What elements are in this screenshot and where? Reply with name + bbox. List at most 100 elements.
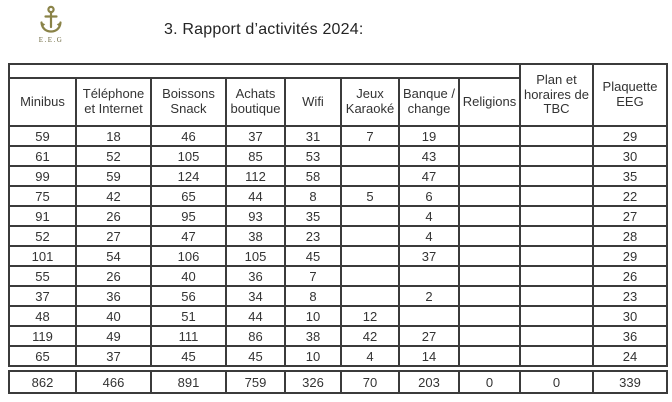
column-header-telephone-internet: Téléphone et Internet (75, 77, 152, 127)
table-cell: 52 (75, 145, 152, 167)
table-cell (519, 125, 594, 147)
table-cell: 106 (150, 245, 227, 267)
table-cell (458, 145, 521, 167)
table-cell: 38 (284, 325, 342, 347)
table-cell: 49 (75, 325, 152, 347)
table-cell: 44 (225, 185, 286, 207)
table-cell: 37 (398, 245, 460, 267)
table-cell (519, 305, 594, 327)
table-cell: 85 (225, 145, 286, 167)
organization-logo: E.E.G (34, 5, 68, 44)
table-cell: 35 (284, 205, 342, 227)
table-cell: 53 (284, 145, 342, 167)
table-cell: 93 (225, 205, 286, 227)
column-header-banque-change: Banque / change (398, 77, 460, 127)
table-cell: 26 (75, 265, 152, 287)
table-cell: 37 (75, 345, 152, 367)
table-cell: 45 (150, 345, 227, 367)
column-header-religions: Religions (458, 77, 521, 127)
table-row: 52 27 47 38 23 4 28 (8, 225, 668, 247)
table-cell (340, 245, 400, 267)
column-header-plan-tbc: Plan et horaires de TBC (519, 63, 594, 127)
table-cell: 34 (225, 285, 286, 307)
table-row: 65 37 45 45 10 4 14 24 (8, 345, 668, 367)
table-cell (340, 225, 400, 247)
page-title: 3. Rapport d’activités 2024: (164, 21, 364, 38)
totals-cell: 326 (284, 370, 342, 394)
table-cell: 24 (592, 345, 668, 367)
table-cell: 47 (150, 225, 227, 247)
table-cell: 35 (592, 165, 668, 187)
table-cell (519, 245, 594, 267)
table-cell: 40 (75, 305, 152, 327)
table-cell: 46 (150, 125, 227, 147)
table-cell (458, 305, 521, 327)
table-cell: 95 (150, 205, 227, 227)
table-cell (458, 325, 521, 347)
table-cell (519, 145, 594, 167)
header-spacer-row: Plan et horaires de TBC Plaquette EEG (8, 63, 668, 127)
table-cell (519, 265, 594, 287)
table-cell: 8 (284, 185, 342, 207)
table-cell: 65 (150, 185, 227, 207)
table-cell: 105 (225, 245, 286, 267)
table-cell: 59 (8, 125, 77, 147)
table-cell (458, 225, 521, 247)
table-cell: 19 (398, 125, 460, 147)
table-cell (519, 165, 594, 187)
table-cell: 38 (225, 225, 286, 247)
table-cell: 26 (75, 205, 152, 227)
table-cell (458, 285, 521, 307)
table-cell: 36 (225, 265, 286, 287)
table-cell (340, 145, 400, 167)
table-cell: 91 (8, 205, 77, 227)
table-cell: 26 (592, 265, 668, 287)
table-cell (398, 305, 460, 327)
table-cell: 86 (225, 325, 286, 347)
table-cell (458, 245, 521, 267)
table-cell: 75 (8, 185, 77, 207)
table-cell: 27 (592, 205, 668, 227)
totals-cell: 862 (8, 370, 77, 394)
totals-cell: 0 (519, 370, 594, 394)
table-cell: 8 (284, 285, 342, 307)
column-header-plaquette-eeg: Plaquette EEG (592, 63, 668, 127)
table-cell: 58 (284, 165, 342, 187)
table-cell: 99 (8, 165, 77, 187)
table-cell: 43 (398, 145, 460, 167)
totals-cell: 891 (150, 370, 227, 394)
totals-row: 862 466 891 759 326 70 203 0 0 339 (8, 370, 668, 394)
table-cell: 37 (8, 285, 77, 307)
table-cell (519, 345, 594, 367)
table-cell: 47 (398, 165, 460, 187)
table-row: 99 59 124 112 58 47 35 (8, 165, 668, 187)
table-cell: 7 (284, 265, 342, 287)
table-cell: 22 (592, 185, 668, 207)
table-cell: 59 (75, 165, 152, 187)
table-row: 59 18 46 37 31 7 19 29 (8, 125, 668, 147)
table-cell: 7 (340, 125, 400, 147)
table-cell: 27 (398, 325, 460, 347)
table-cell: 40 (150, 265, 227, 287)
totals-cell: 70 (340, 370, 400, 394)
table-cell (458, 205, 521, 227)
table-row: 37 36 56 34 8 2 23 (8, 285, 668, 307)
logo-caption: E.E.G (38, 36, 64, 44)
column-header-jeux-karaoke: Jeux Karaoké (340, 77, 400, 127)
table-cell: 27 (75, 225, 152, 247)
table-cell: 101 (8, 245, 77, 267)
table-cell: 45 (225, 345, 286, 367)
table-cell: 5 (340, 185, 400, 207)
table-cell: 31 (284, 125, 342, 147)
column-header-achats-boutique: Achats boutique (225, 77, 286, 127)
table-cell (340, 205, 400, 227)
table-cell (340, 285, 400, 307)
header-spacer-cell (8, 63, 521, 79)
table-cell: 48 (8, 305, 77, 327)
table-cell (519, 325, 594, 347)
table-cell (458, 125, 521, 147)
table-cell (519, 205, 594, 227)
table-cell: 36 (592, 325, 668, 347)
table-cell: 4 (398, 225, 460, 247)
table-cell: 55 (8, 265, 77, 287)
